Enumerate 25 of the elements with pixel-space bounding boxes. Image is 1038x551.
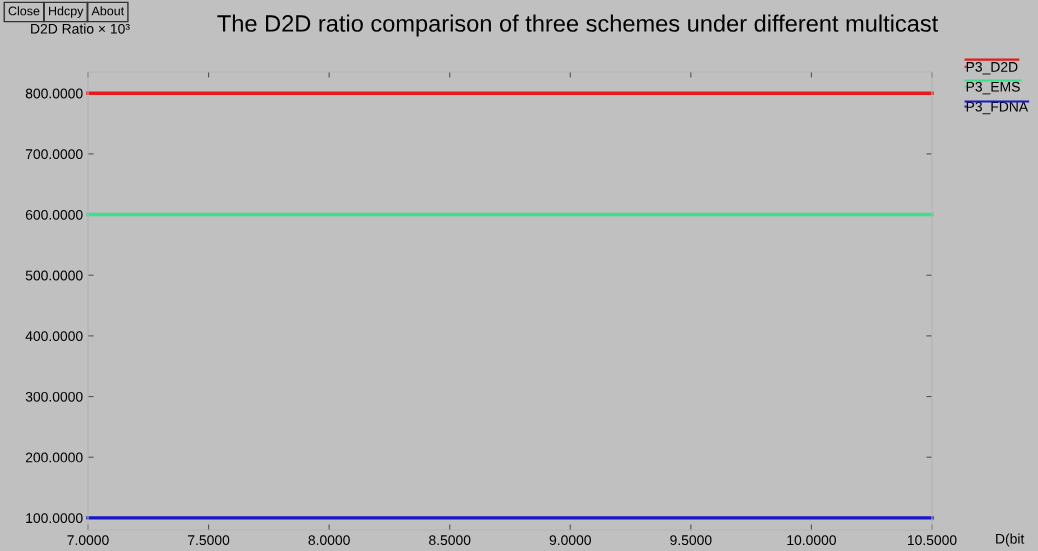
y-tick-label: 100.0000 [26, 513, 83, 524]
x-tick-label: 8.5000 [429, 535, 471, 546]
legend-label: P3_D2D [966, 61, 1018, 75]
y-tick-label: 700.0000 [25, 149, 83, 160]
y-tick-label: 300.0000 [25, 391, 83, 402]
y-tick-label: 500.0000 [25, 270, 83, 281]
text: Close [8, 6, 40, 16]
y-tick-label: 600.0000 [25, 209, 83, 220]
x-axis-title: D(bit [996, 533, 1025, 547]
x-tick-label: 7.0000 [67, 535, 109, 546]
x-tick-label: 10.0000 [787, 535, 836, 546]
y-tick-label: 800.0000 [25, 88, 83, 99]
x-tick-label: 9.0000 [549, 535, 591, 546]
text: Hdcpy [49, 6, 84, 18]
x-tick-label: 10.5000 [907, 535, 957, 546]
legend-label: P3_FDNA [966, 101, 1029, 115]
y-axis-title: D2D Ratio × 10³ [31, 23, 130, 34]
x-tick-label: 9.5000 [670, 535, 712, 546]
text: About [91, 6, 125, 16]
y-tick-label: 200.0000 [25, 452, 83, 463]
chart-title: The D2D ratio comparison of three schemes under different multicast [217, 14, 939, 37]
x-tick-label: 7.5000 [188, 535, 230, 546]
y-tick-label: 400.0000 [25, 331, 83, 342]
x-tick-label: 8.0000 [308, 535, 350, 546]
legend-label: P3_EMS [966, 81, 1020, 95]
